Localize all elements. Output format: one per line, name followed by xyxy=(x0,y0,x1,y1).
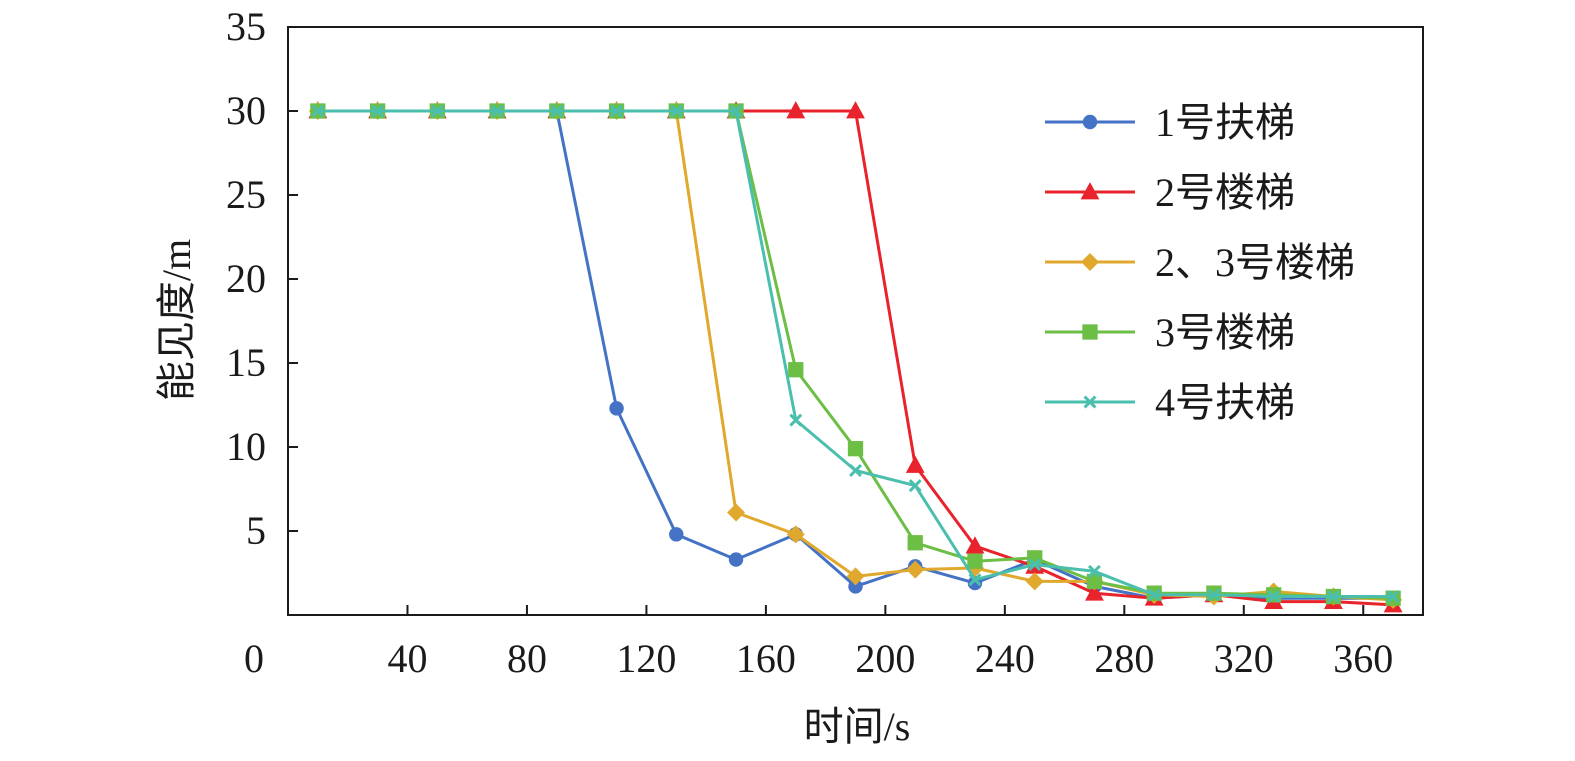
data-point xyxy=(1081,253,1099,271)
data-point xyxy=(1082,324,1098,340)
data-point xyxy=(1083,395,1097,409)
data-point xyxy=(669,104,683,118)
data-point xyxy=(1087,564,1101,578)
data-point xyxy=(430,104,444,118)
y-tick-label: 30 xyxy=(226,88,266,133)
x-tick-label: 200 xyxy=(855,636,915,681)
data-point xyxy=(967,553,983,569)
x-tick-label: 120 xyxy=(616,636,676,681)
data-point xyxy=(1085,583,1104,601)
x-tick-label: 280 xyxy=(1094,636,1154,681)
x-tick-label: 320 xyxy=(1214,636,1274,681)
data-point xyxy=(908,479,922,493)
data-point xyxy=(610,104,624,118)
x-tick-label: 40 xyxy=(387,636,427,681)
legend-label: 2、3号楼梯 xyxy=(1155,240,1355,285)
data-point xyxy=(1147,588,1161,602)
data-point xyxy=(1080,182,1100,200)
data-point xyxy=(846,567,865,586)
data-point xyxy=(1267,590,1281,603)
legend-label: 4号扶梯 xyxy=(1155,380,1295,425)
legend-label: 2号楼梯 xyxy=(1155,170,1295,215)
data-point xyxy=(847,441,864,457)
data-point xyxy=(786,101,806,119)
series-group xyxy=(311,104,1400,603)
y-tick-label: 20 xyxy=(226,256,266,301)
x-axis-title: 时间/s xyxy=(804,704,911,749)
data-point xyxy=(906,560,925,579)
x-tick-label: 240 xyxy=(975,636,1035,681)
y-tick-label: 35 xyxy=(226,4,266,49)
y-tick-label: 5 xyxy=(246,508,266,553)
data-point xyxy=(1028,558,1042,572)
data-point xyxy=(789,413,803,427)
y-tick-label: 25 xyxy=(226,172,266,217)
x-tick-label: 360 xyxy=(1333,636,1393,681)
data-point xyxy=(727,503,746,522)
data-point xyxy=(371,104,385,118)
data-point xyxy=(1386,590,1400,603)
data-point xyxy=(907,535,923,551)
data-point xyxy=(550,104,564,118)
data-point xyxy=(1207,588,1221,602)
data-point xyxy=(1086,573,1103,590)
x-tick-label: 80 xyxy=(507,636,547,681)
data-point xyxy=(849,464,862,477)
y-tick-label: 15 xyxy=(226,340,266,385)
data-point xyxy=(846,101,865,119)
data-point xyxy=(669,527,684,542)
data-point xyxy=(1025,572,1044,591)
data-point xyxy=(728,552,744,567)
data-point xyxy=(848,579,863,594)
data-point xyxy=(729,104,743,118)
y-axis-title: 能见度/m xyxy=(154,239,199,401)
y-tick-label: 10 xyxy=(226,424,266,469)
data-point xyxy=(968,573,982,587)
data-point xyxy=(311,104,325,118)
x-tick-label: 160 xyxy=(736,636,796,681)
legend-label: 3号楼梯 xyxy=(1155,310,1295,355)
data-point xyxy=(788,362,804,378)
data-point xyxy=(609,401,624,416)
data-point xyxy=(905,455,925,473)
plot-frame xyxy=(287,26,1424,616)
data-point xyxy=(1326,590,1340,603)
legend-label: 1号扶梯 xyxy=(1155,100,1295,145)
data-point xyxy=(1082,114,1098,130)
data-point xyxy=(965,536,985,554)
data-point xyxy=(786,525,805,544)
data-point xyxy=(490,104,504,118)
origin-label: 0 xyxy=(244,636,264,681)
